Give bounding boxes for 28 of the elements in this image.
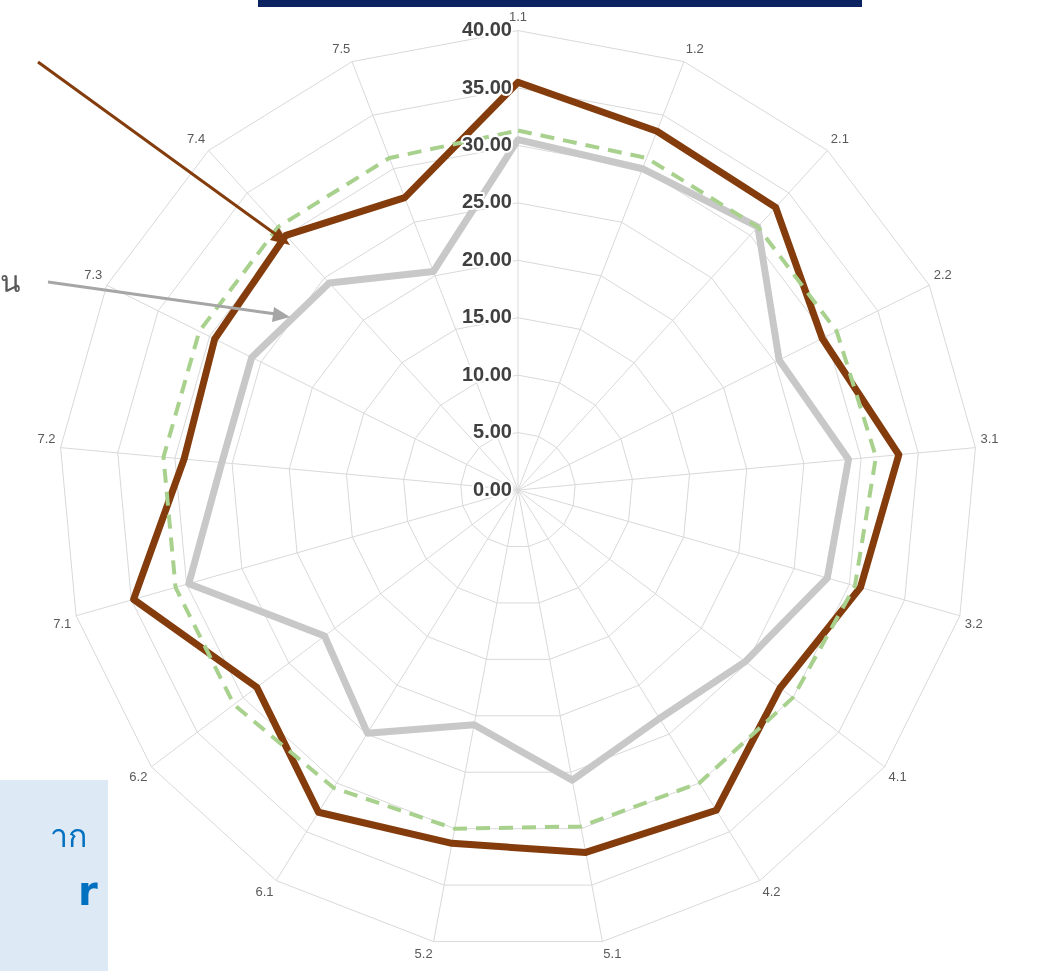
y-tick-label: 5.00 — [473, 420, 512, 443]
spoke-label: 2.2 — [933, 266, 952, 282]
spoke-label: 7.4 — [187, 130, 206, 146]
spoke-label: 6.1 — [255, 884, 274, 900]
y-tick-label: 30.00 — [461, 132, 512, 155]
spoke-label: 2.1 — [830, 130, 849, 146]
y-tick-label: 10.00 — [461, 362, 512, 385]
y-tick-label: 20.00 — [461, 247, 512, 270]
spoke-label: 3.2 — [964, 616, 983, 632]
text: น — [0, 263, 21, 301]
spoke-label: 5.1 — [603, 945, 622, 961]
y-tick-label: 40.00 — [461, 18, 512, 41]
spoke-label: 7.5 — [332, 40, 351, 56]
text: r — [78, 868, 98, 914]
y-tick-label: 35.00 — [461, 75, 512, 98]
spoke-label: 5.2 — [414, 945, 433, 961]
spoke-label: 4.1 — [888, 769, 907, 785]
spoke-label: 4.2 — [762, 884, 781, 900]
y-tick-label: 25.00 — [461, 190, 512, 213]
spoke-label: 3.1 — [980, 430, 999, 446]
spoke-label: 7.1 — [53, 616, 72, 632]
spoke-label: 1.2 — [685, 40, 704, 56]
spoke-label: 7.2 — [37, 430, 56, 446]
text: าก — [50, 816, 87, 857]
y-tick-label: 15.00 — [461, 305, 512, 328]
y-tick-label: 0.00 — [473, 477, 512, 500]
spoke-label: 7.3 — [84, 266, 103, 282]
spoke-label: 6.2 — [129, 769, 148, 785]
